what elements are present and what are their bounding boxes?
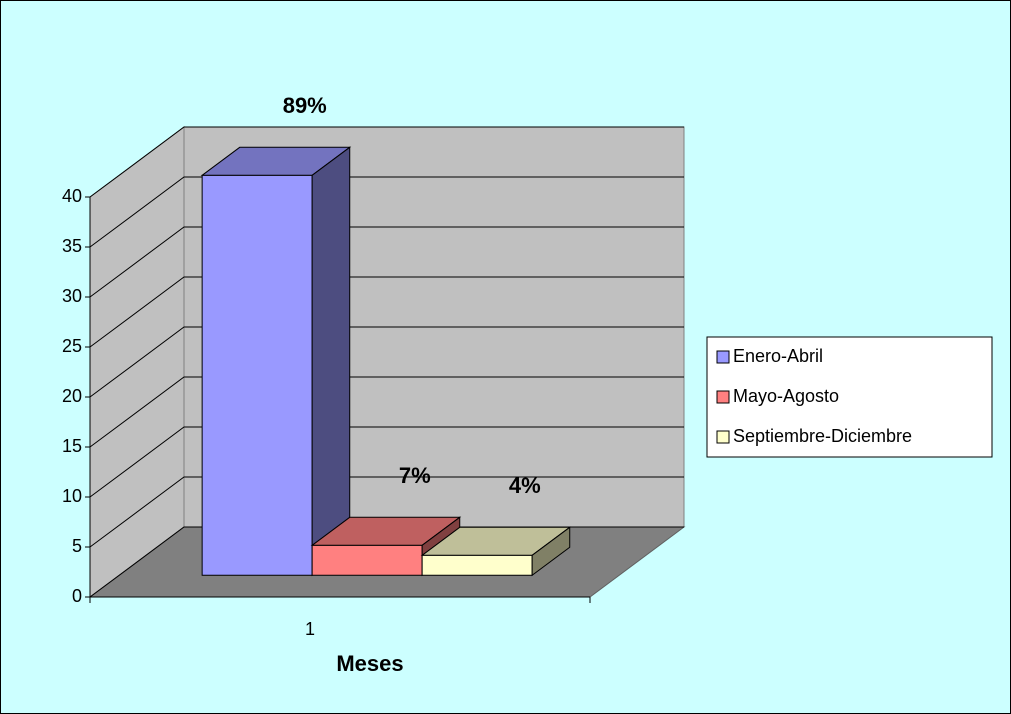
grid-line [89, 176, 684, 248]
y-tick-label: 15 [62, 436, 82, 456]
legend-label: Mayo-Agosto [733, 386, 839, 406]
legend-swatch [716, 430, 730, 444]
grid-line [89, 126, 684, 198]
bar [310, 516, 462, 577]
bar-front [311, 544, 423, 576]
y-tick-label: 35 [62, 236, 82, 256]
data-label: 89% [283, 93, 327, 118]
legend-label: Septiembre-Diciembre [733, 426, 912, 446]
grid-line [89, 276, 684, 348]
bar-side [531, 526, 571, 577]
y-tick-label: 5 [72, 536, 82, 556]
y-tick-label: 30 [62, 286, 82, 306]
bar-front [421, 554, 533, 576]
grid-line [89, 226, 684, 298]
grid-line [89, 326, 684, 398]
grid-line [89, 476, 684, 548]
data-label: 7% [399, 463, 431, 488]
y-tick-label: 10 [62, 486, 82, 506]
grid-line [89, 376, 684, 448]
data-label: 4% [509, 473, 541, 498]
legend-label: Enero-Abril [733, 346, 823, 366]
x-axis-title: Meses [336, 651, 403, 676]
y-tick-label: 20 [62, 386, 82, 406]
x-tick-label: 1 [305, 619, 315, 639]
legend-swatch [716, 350, 730, 364]
bar-front [201, 174, 313, 576]
grid-line [89, 426, 684, 498]
y-tick-label: 25 [62, 336, 82, 356]
bar [200, 146, 352, 577]
y-tick-label: 40 [62, 186, 82, 206]
bar [420, 526, 572, 577]
y-tick-label: 0 [72, 586, 82, 606]
legend-box [706, 336, 993, 458]
legend-swatch [716, 390, 730, 404]
bar-side [311, 146, 351, 577]
